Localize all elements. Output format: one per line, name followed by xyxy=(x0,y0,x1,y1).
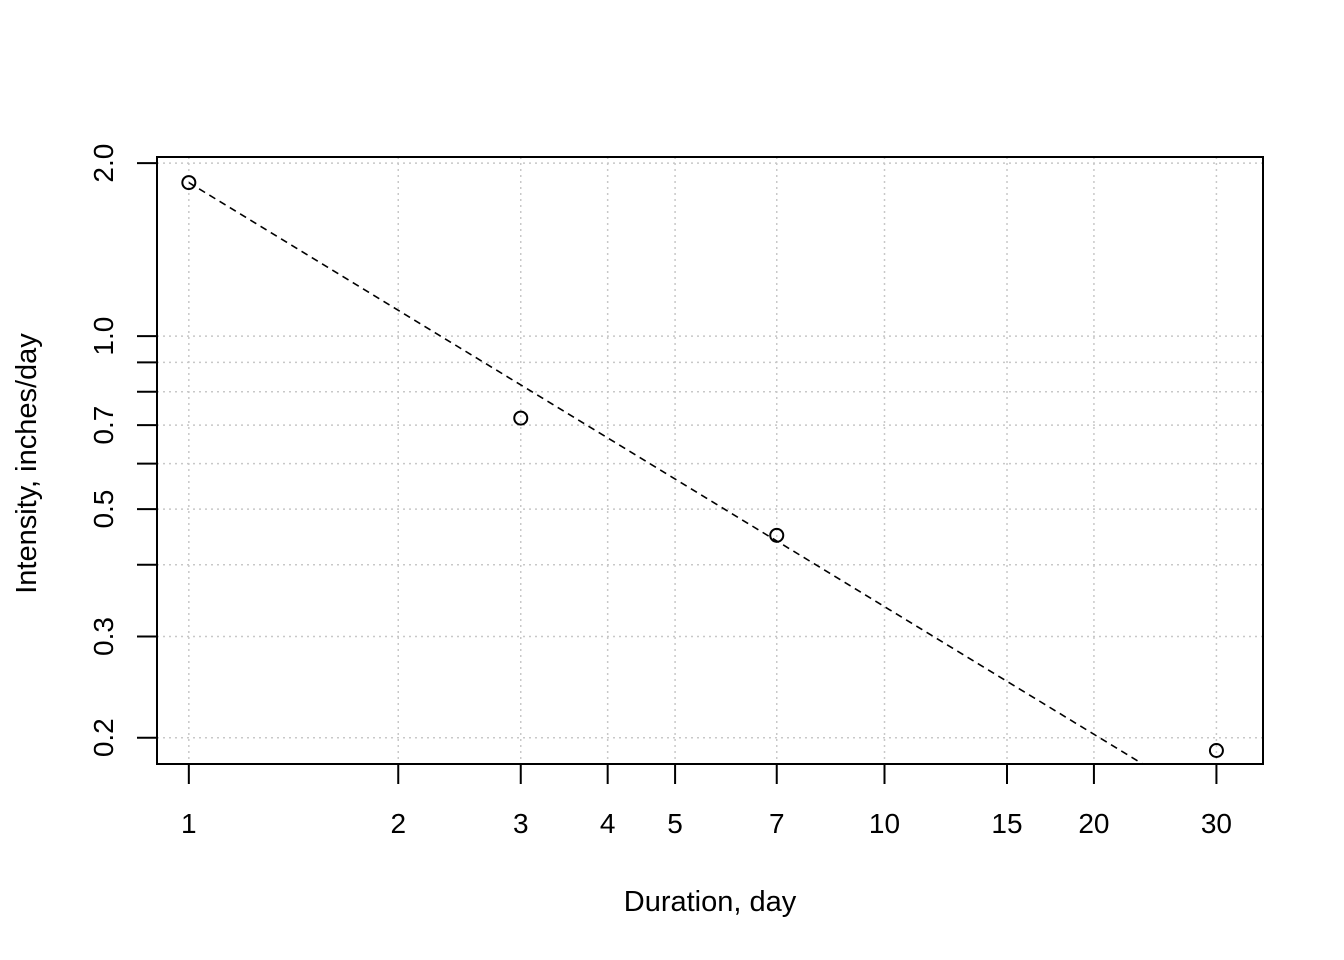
y-tick-label: 0.2 xyxy=(88,718,119,757)
data-point xyxy=(513,410,529,426)
x-tick-label: 3 xyxy=(513,808,529,839)
y-axis-title: Intensity, inches/day xyxy=(11,333,43,594)
data-point xyxy=(181,175,197,191)
x-tick-label: 20 xyxy=(1078,808,1109,839)
y-tick-label: 1.0 xyxy=(88,317,119,356)
data-point xyxy=(769,527,785,543)
x-axis-title: Duration, day xyxy=(624,886,797,918)
x-tick-label: 30 xyxy=(1201,808,1232,839)
x-tick-label: 1 xyxy=(181,808,197,839)
x-tick-label: 10 xyxy=(869,808,900,839)
data-point xyxy=(1208,743,1224,759)
plot-frame xyxy=(156,156,1264,765)
grid-lines xyxy=(157,157,1263,764)
x-tick-label: 4 xyxy=(600,808,616,839)
data-points xyxy=(181,175,1224,759)
x-tick-label: 7 xyxy=(769,808,785,839)
x-tick-label: 5 xyxy=(667,808,683,839)
y-tick-label: 0.3 xyxy=(88,617,119,656)
y-tick-label: 0.5 xyxy=(88,490,119,529)
y-tick-label: 0.7 xyxy=(88,406,119,445)
y-tick-label: 2.0 xyxy=(88,144,119,183)
x-tick-label: 2 xyxy=(390,808,406,839)
fit-line xyxy=(188,181,1144,765)
fit-line-group xyxy=(188,181,1144,765)
x-axis: 1 2 3 4 5 7 10 15 20 30 xyxy=(181,764,1232,839)
x-tick-label: 15 xyxy=(991,808,1022,839)
y-axis: 0.2 0.3 0.5 0.7 1.0 2.0 xyxy=(88,144,157,757)
